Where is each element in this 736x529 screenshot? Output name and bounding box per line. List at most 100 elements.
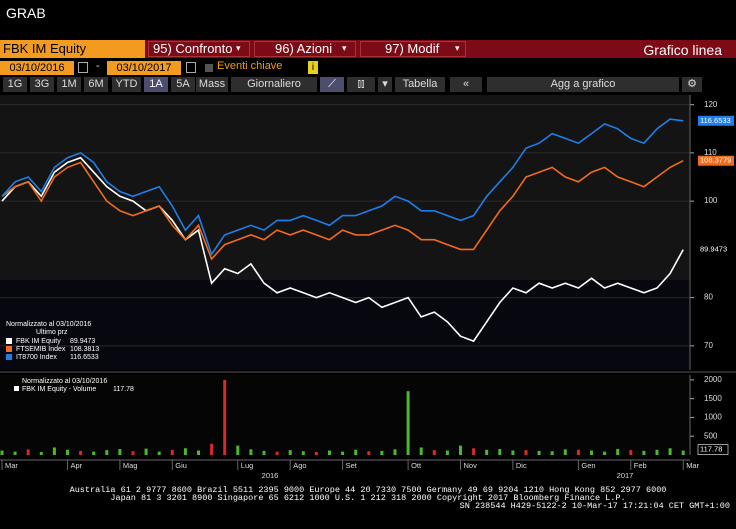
x-tick-label: Gen <box>581 461 595 470</box>
volume-bar <box>393 449 397 455</box>
volume-bar <box>314 451 318 455</box>
end-label-box <box>698 155 734 166</box>
volume-background <box>0 375 690 455</box>
volume-bar <box>524 450 528 455</box>
calendar-icon[interactable] <box>186 62 196 73</box>
volume-bar <box>144 448 148 455</box>
range-button[interactable]: 6M <box>84 77 108 92</box>
end-label: 116.6533 <box>700 116 731 125</box>
volume-bar <box>223 379 227 455</box>
menu-item[interactable]: 96) Azioni <box>254 41 356 57</box>
volume-bar <box>275 451 279 455</box>
range-button[interactable]: 5A <box>171 77 195 92</box>
volume-bar <box>576 449 580 455</box>
volume-bar <box>249 449 253 455</box>
volume-bar <box>681 450 685 455</box>
legend-value: 89.9473 <box>70 338 95 345</box>
legend-swatch <box>6 338 12 344</box>
series-line <box>1 118 684 256</box>
volume-bar <box>511 450 515 455</box>
x-tick-label: Giu <box>175 461 187 470</box>
volume-bar <box>131 451 135 455</box>
add-to-chart-button[interactable]: Agg a grafico <box>487 77 679 92</box>
settings-button[interactable]: ⚙ <box>682 77 702 92</box>
x-tick-label: Mar <box>686 461 699 470</box>
legend-value: 108.3813 <box>70 346 99 353</box>
range-button[interactable]: 1M <box>57 77 81 92</box>
volume-bar <box>118 448 122 455</box>
plot-lower-band <box>0 280 690 370</box>
range-button[interactable]: 1A <box>144 77 168 92</box>
menu-item[interactable]: 95) Confronto <box>148 41 250 57</box>
volume-bar <box>563 449 567 455</box>
legend-label: FTSEMIB Index <box>16 346 66 353</box>
range-button[interactable]: 1G <box>3 77 27 92</box>
legend-swatch <box>14 386 19 391</box>
volume-bar <box>603 451 607 455</box>
volume-bar <box>537 450 541 455</box>
range-button[interactable]: YTD <box>112 77 141 92</box>
end-label: 117.78 <box>700 445 722 454</box>
volume-bar <box>629 450 633 455</box>
x-tick-label: Mar <box>5 461 18 470</box>
volume-bar <box>472 448 476 455</box>
back-button[interactable]: « <box>450 77 482 92</box>
end-label: 108.3779 <box>700 156 731 165</box>
volume-bar <box>367 451 371 455</box>
range-button[interactable]: 3G <box>30 77 54 92</box>
volume-bar <box>328 450 331 455</box>
end-label-box <box>698 115 734 126</box>
y-tick-label: 1500 <box>704 394 722 403</box>
y-tick-label: 500 <box>704 431 718 440</box>
x-tick-label: Apr <box>71 461 83 470</box>
series-line <box>1 156 684 343</box>
table-button[interactable]: Tabella <box>395 77 445 92</box>
volume-bar <box>485 449 489 455</box>
chart-icon-button[interactable]: ⟋ <box>320 77 344 92</box>
legend-label: IT8700 Index <box>16 354 57 361</box>
volume-bar <box>0 450 4 455</box>
volume-bar <box>288 450 292 455</box>
y-tick-label: 1000 <box>704 413 722 422</box>
year-label: 2017 <box>617 471 634 480</box>
menu-item[interactable]: 97) Modif <box>360 41 466 57</box>
info-icon[interactable]: i <box>308 61 318 74</box>
range-button[interactable]: Mass <box>196 77 228 92</box>
window-title: GRAB <box>6 5 46 21</box>
legend-value: 117.78 <box>113 386 134 393</box>
volume-bar <box>341 451 345 455</box>
volume-bar <box>301 451 305 455</box>
volume-bar <box>39 451 43 455</box>
legend-label: FBK IM Equity <box>16 338 61 345</box>
checkbox[interactable] <box>205 64 213 72</box>
dropdown-arrow: ▾ <box>455 43 460 53</box>
candle-icon-button[interactable]: ⫾⫾ <box>347 77 375 92</box>
x-tick-label: Ott <box>411 461 422 470</box>
ticker-field[interactable]: FBK IM Equity <box>0 40 145 58</box>
volume-bar <box>92 451 96 455</box>
calendar-icon[interactable] <box>78 62 88 73</box>
events-label[interactable]: Eventi chiave <box>217 60 283 72</box>
end-label-box <box>697 444 729 455</box>
x-tick-label: Set <box>346 461 358 470</box>
period-dropdown[interactable]: Giornaliero <box>231 77 317 92</box>
menu-bar <box>0 40 736 58</box>
volume-bar <box>262 450 266 455</box>
footer-line: SN 238544 H429-5122-2 10-Mar-17 17:21:04… <box>459 501 730 511</box>
volume-bar <box>432 450 436 455</box>
volume-bar <box>210 443 214 455</box>
y-tick-label: 100 <box>704 196 718 205</box>
dropdown-button[interactable]: ▾ <box>378 77 392 92</box>
volume-bar <box>105 450 109 455</box>
chart-type-label: Grafico linea <box>643 42 722 58</box>
x-tick-label: Lug <box>241 461 254 470</box>
end-date[interactable]: 03/10/2017 <box>107 61 181 75</box>
end-label: 89.9473 <box>700 245 727 254</box>
volume-bar <box>550 451 554 455</box>
volume-bar <box>197 450 200 455</box>
y-tick-label: 70 <box>704 341 713 350</box>
y-tick-label: 110 <box>704 148 717 157</box>
volume-bar <box>668 448 672 455</box>
start-date[interactable]: 03/10/2016 <box>0 61 74 75</box>
